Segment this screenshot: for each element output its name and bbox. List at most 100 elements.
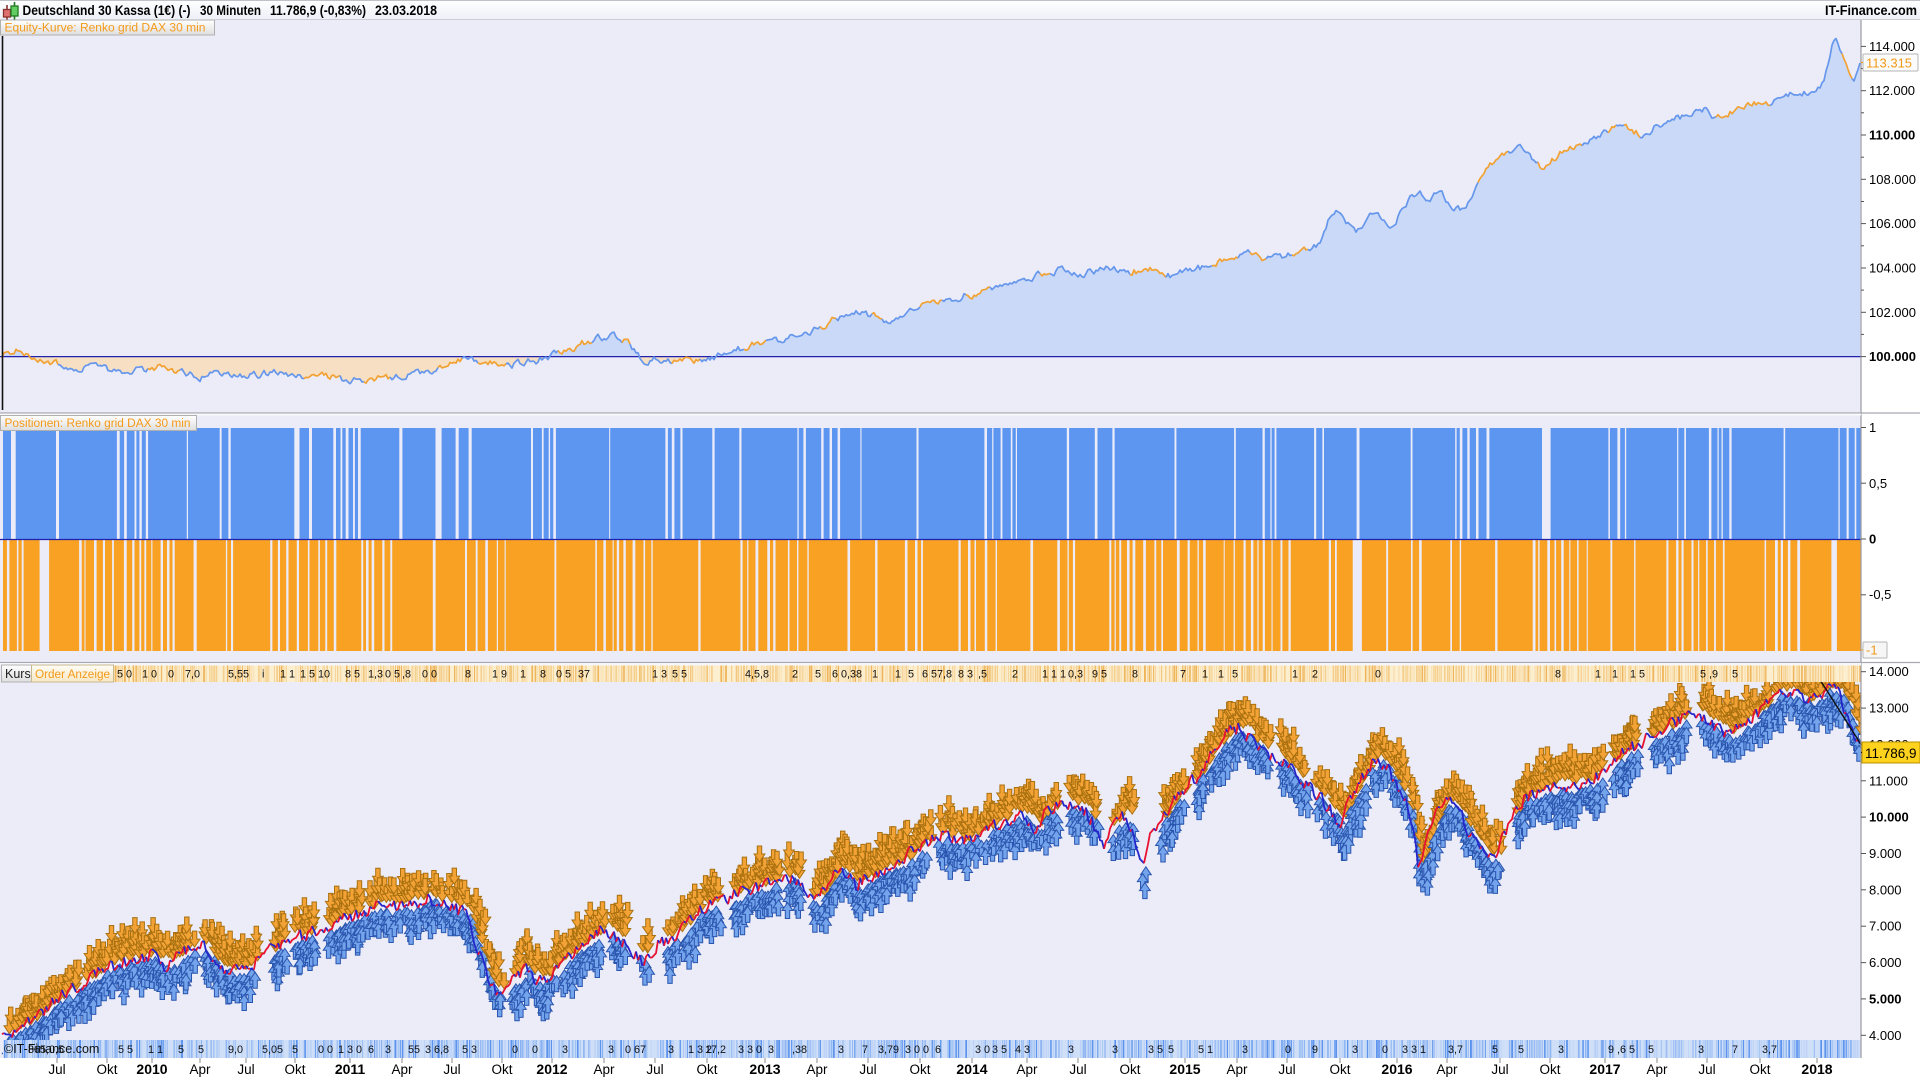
svg-text:8: 8 [1132, 669, 1138, 681]
svg-text:8.000: 8.000 [1869, 882, 1902, 897]
svg-text:5.000: 5.000 [1869, 991, 1902, 1006]
svg-text:6: 6 [368, 1044, 374, 1056]
svg-text:30 Minuten: 30 Minuten [200, 3, 261, 18]
svg-text:0: 0 [1869, 532, 1876, 547]
svg-text:3: 3 [768, 1044, 774, 1056]
svg-text:6.000: 6.000 [1869, 955, 1902, 970]
svg-text:3 3 0: 3 3 0 [738, 1044, 762, 1056]
svg-text:Okt: Okt [696, 1062, 717, 1077]
svg-text:2010: 2010 [136, 1061, 167, 1077]
svg-text:0 0: 0 0 [422, 669, 437, 681]
svg-text:1: 1 [872, 669, 878, 681]
svg-text:3: 3 [1242, 1044, 1248, 1056]
svg-text:,5: ,5 [978, 669, 987, 681]
svg-text:6 0,38: 6 0,38 [832, 669, 862, 681]
svg-text:1 3: 1 3 [652, 669, 667, 681]
svg-text:3,79: 3,79 [878, 1044, 899, 1056]
svg-text:1: 1 [1595, 669, 1601, 681]
svg-text:3 0 0: 3 0 0 [905, 1044, 929, 1056]
svg-text:5 3: 5 3 [462, 1044, 477, 1056]
svg-text:3: 3 [1112, 1044, 1118, 1056]
svg-text:6 57,8: 6 57,8 [922, 669, 952, 681]
svg-text:Apr: Apr [593, 1062, 615, 1077]
svg-text:9 5: 9 5 [1092, 669, 1107, 681]
svg-text:5: 5 [178, 1044, 184, 1056]
svg-text:3: 3 [1068, 1044, 1074, 1056]
svg-text:5: 5 [292, 1044, 298, 1056]
svg-text:Jul: Jul [48, 1062, 65, 1077]
svg-text:1: 1 [520, 669, 526, 681]
svg-text:11.786,9 (-0,83%): 11.786,9 (-0,83%) [270, 3, 366, 18]
svg-text:Jul: Jul [1698, 1062, 1715, 1077]
svg-text:10.000: 10.000 [1869, 810, 1909, 825]
svg-text:1 9: 1 9 [492, 669, 507, 681]
svg-text:11.786,9: 11.786,9 [1865, 746, 1917, 761]
svg-text:9 ,6 5: 9 ,6 5 [1608, 1044, 1635, 1056]
svg-text:0,5: 0,5 [1869, 476, 1887, 491]
svg-text:5 5: 5 5 [118, 1044, 133, 1056]
svg-text:2011: 2011 [335, 1061, 366, 1077]
svg-text:0,3: 0,3 [1068, 669, 1083, 681]
svg-text:5: 5 [1168, 1044, 1174, 1056]
svg-text:5,55: 5,55 [228, 669, 249, 681]
svg-text:8: 8 [465, 669, 471, 681]
svg-text:8 3: 8 3 [958, 669, 973, 681]
svg-text:1 3 2: 1 3 2 [688, 1044, 712, 1056]
svg-text:5: 5 [198, 1044, 204, 1056]
svg-text:Okt: Okt [284, 1062, 305, 1077]
svg-text:Okt: Okt [1119, 1062, 1140, 1077]
svg-text:4.000: 4.000 [1869, 1028, 1902, 1043]
svg-text:©IT-Finance.com: ©IT-Finance.com [4, 1042, 99, 1056]
svg-text:110.000: 110.000 [1869, 128, 1915, 143]
svg-text:Okt: Okt [1749, 1062, 1770, 1077]
svg-text:Jul: Jul [237, 1062, 254, 1077]
svg-text:1 1 1: 1 1 1 [1042, 669, 1066, 681]
svg-text:Jul: Jul [646, 1062, 663, 1077]
svg-text:0: 0 [1285, 1044, 1291, 1056]
svg-text:Okt: Okt [909, 1062, 930, 1077]
svg-text:7: 7 [1180, 669, 1186, 681]
svg-text:5 1: 5 1 [1198, 1044, 1213, 1056]
svg-text:104.000: 104.000 [1869, 261, 1916, 276]
svg-text:3,7: 3,7 [1762, 1044, 1777, 1056]
svg-text:Apr: Apr [189, 1062, 211, 1077]
svg-text:3: 3 [608, 1044, 614, 1056]
svg-text:Okt: Okt [96, 1062, 117, 1077]
svg-text:1: 1 [1612, 669, 1618, 681]
svg-text:Equity-Kurve: Renko grid DAX 3: Equity-Kurve: Renko grid DAX 30 min [5, 21, 206, 35]
svg-text:Apr: Apr [391, 1062, 413, 1077]
svg-text:14.000: 14.000 [1869, 664, 1909, 679]
svg-text:1: 1 [1218, 669, 1224, 681]
svg-text:4,5,8: 4,5,8 [745, 669, 769, 681]
svg-text:8: 8 [540, 669, 546, 681]
svg-text:7: 7 [1732, 1044, 1738, 1056]
svg-text:Jul: Jul [1069, 1062, 1086, 1077]
svg-text:Apr: Apr [1016, 1062, 1038, 1077]
svg-text:9: 9 [1312, 1044, 1318, 1056]
svg-text:3: 3 [1558, 1044, 1564, 1056]
svg-text:-1: -1 [1866, 643, 1878, 658]
svg-text:5 5: 5 5 [672, 669, 687, 681]
svg-text:7.000: 7.000 [1869, 919, 1902, 934]
svg-text:5: 5 [1518, 1044, 1524, 1056]
svg-text:Positionen: Renko grid DAX 30: Positionen: Renko grid DAX 30 min [5, 416, 191, 430]
svg-text:8 5: 8 5 [345, 669, 360, 681]
svg-text:IT-Finance.com: IT-Finance.com [1825, 3, 1917, 18]
svg-text:Order Anzeige: Order Anzeige [35, 667, 110, 681]
svg-text:Jul: Jul [443, 1062, 460, 1077]
svg-text:3: 3 [838, 1044, 844, 1056]
svg-text:3,7: 3,7 [1448, 1044, 1463, 1056]
svg-text:0 5: 0 5 [385, 669, 400, 681]
svg-text:11.000: 11.000 [1869, 773, 1908, 788]
svg-text:100.000: 100.000 [1869, 349, 1916, 364]
svg-text:2017: 2017 [1589, 1061, 1620, 1077]
svg-text:1: 1 [1202, 669, 1208, 681]
svg-text:Kurs: Kurs [5, 667, 31, 681]
svg-text:3: 3 [562, 1044, 568, 1056]
svg-text:3 3 1: 3 3 1 [1402, 1044, 1426, 1056]
svg-text:Okt: Okt [1329, 1062, 1350, 1077]
svg-text:5: 5 [1648, 1044, 1654, 1056]
svg-text:2: 2 [1312, 669, 1318, 681]
svg-text:3: 3 [1698, 1044, 1704, 1056]
svg-text:i: i [262, 669, 264, 681]
